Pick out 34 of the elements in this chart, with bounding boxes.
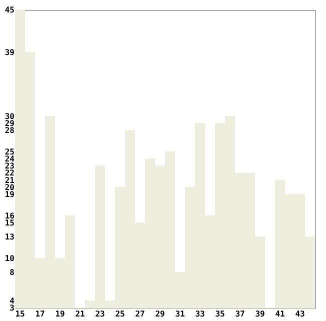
y-tick-label: 28	[4, 126, 15, 136]
x-tick-label: 21	[75, 310, 85, 318]
x-tick-label: 29	[155, 310, 165, 318]
x-tick-label: 43	[295, 310, 305, 318]
y-tick-label: 15	[4, 218, 15, 228]
y-tick-label: 29	[4, 119, 15, 128]
y-tick-label: 8	[10, 268, 15, 278]
y-tick-label: 45	[4, 6, 15, 14]
x-tick-label: 17	[35, 310, 45, 318]
y-tick-label: 10	[4, 254, 15, 263]
y-tick-label: 23	[4, 162, 15, 171]
y-tick-label: 4	[10, 296, 15, 306]
y-tick-label: 3	[10, 304, 15, 312]
y-tick-label: 16	[4, 211, 15, 220]
y-tick-label: 39	[4, 48, 15, 58]
y-tick-label: 25	[4, 147, 15, 156]
x-tick-label: 41	[275, 310, 285, 318]
x-tick-label: 27	[135, 310, 145, 318]
x-tick-label: 19	[55, 310, 65, 318]
x-tick-label: 23	[95, 310, 105, 318]
y-tick-label: 30	[4, 112, 15, 121]
y-tick-label: 22	[4, 168, 15, 178]
x-tick-label: 37	[235, 310, 245, 318]
x-tick-label: 35	[215, 310, 225, 318]
x-tick-label: 25	[115, 310, 125, 318]
x-tick-label: 39	[255, 310, 265, 318]
y-tick-label: 21	[4, 176, 15, 185]
y-tick-label: 24	[4, 154, 15, 164]
x-tick-label: 31	[175, 310, 185, 318]
x-tick-label: 15	[15, 310, 25, 318]
x-tick-label: 33	[195, 310, 205, 318]
y-tick-label: 20	[4, 182, 15, 192]
y-tick-label: 13	[4, 232, 15, 242]
y-tick-label: 19	[4, 190, 15, 199]
